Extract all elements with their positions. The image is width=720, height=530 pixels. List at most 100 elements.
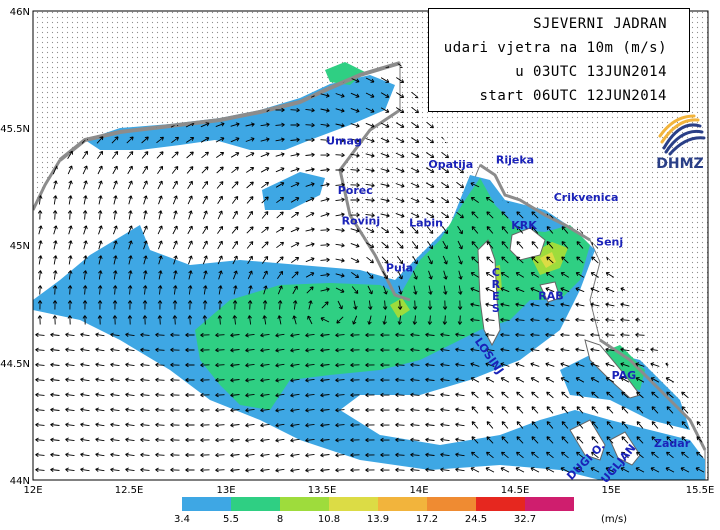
wind-arrow [230,452,240,458]
wind-arrow [82,300,88,310]
wind-arrow [651,421,659,429]
wind-arrow [368,300,373,310]
wind-arrow [35,332,45,338]
wind-arrow [261,241,269,249]
place-label: Porec [338,184,373,197]
wind-arrow [458,270,463,280]
wind-arrow [157,225,163,235]
wind-arrow [666,391,674,399]
wind-arrow [367,315,372,325]
wind-arrow [80,407,90,412]
wind-arrow [590,287,600,293]
wind-arrow [545,302,555,307]
wind-arrow [443,270,448,280]
wind-arrow [53,225,58,235]
wind-arrow [202,255,208,265]
wind-arrow [305,227,315,232]
wind-arrow [158,255,163,265]
wind-arrow [276,241,285,249]
place-label-vertical: S [492,302,500,315]
wind-arrow [335,273,345,278]
wind-arrow [606,436,614,444]
colorbar-segment [476,497,525,511]
wind-arrow [365,227,375,233]
wind-arrow [621,421,629,429]
wind-arrow [216,151,225,158]
wind-arrow [350,167,360,173]
colorbar-level-label: 10.8 [318,514,340,525]
wind-arrow [380,392,390,398]
wind-arrow [426,226,434,234]
wind-arrow [275,453,285,458]
wind-arrow [140,332,150,338]
colorbar-segment [378,497,427,511]
wind-arrow [395,407,405,413]
lon-tick-label: 14E [409,485,428,496]
wind-arrow [636,436,644,444]
wind-arrow [546,436,554,444]
wind-arrow [80,332,90,337]
wind-arrow [37,300,43,310]
wind-arrow [50,332,60,338]
wind-arrow [501,256,509,264]
wind-arrow [381,227,390,233]
wind-arrow [110,332,120,338]
wind-arrow [188,210,193,220]
wind-arrow [140,422,150,428]
wind-arrow [516,421,524,429]
wind-arrow [110,422,120,428]
wind-arrow [320,467,330,473]
wind-arrow [320,152,330,158]
wind-arrow [398,285,403,295]
wind-arrow [455,392,465,397]
wind-arrow [486,391,494,399]
wind-arrow [546,421,554,429]
wind-arrow [172,240,178,250]
wind-arrow [381,256,389,264]
wind-arrow [575,272,585,278]
wind-arrow [140,407,150,413]
wind-arrow [142,165,148,175]
wind-arrow [516,211,524,219]
wind-arrow [232,240,238,249]
wind-arrow [457,240,463,250]
wind-arrow [380,347,390,353]
wind-arrow [95,362,105,367]
wind-arrow [67,165,73,175]
wind-arrow [170,392,180,398]
wind-arrow [290,408,300,413]
wind-arrow [380,437,390,443]
wind-arrow [140,452,150,458]
wind-arrow [365,242,375,248]
wind-arrow [155,362,165,368]
wind-arrow [155,422,165,428]
wind-arrow [335,197,345,203]
wind-arrow [620,317,630,323]
wind-arrow [83,180,88,190]
wind-arrow [247,210,253,219]
wind-arrow [173,210,178,220]
wind-arrow [591,391,599,399]
wind-arrow [246,196,254,204]
wind-arrow [215,137,225,143]
wind-arrow [203,270,208,280]
lon-tick-label: 13E [216,485,235,496]
wind-arrow [396,226,404,234]
place-label: Crikvenica [554,191,619,204]
wind-arrow [590,377,600,383]
wind-arrow [471,436,479,444]
wind-arrow [157,180,163,190]
wind-arrow [425,407,435,413]
wind-arrow [666,436,674,444]
wind-arrow [681,406,689,414]
wind-arrow [380,362,390,368]
wind-arrow [531,421,539,429]
wind-arrow [143,255,148,265]
colorbar-level-label: 24.5 [465,514,487,525]
wind-arrow [215,122,225,128]
lat-tick-label: 44.5N [0,359,30,370]
wind-arrow [230,347,240,353]
wind-arrow [50,362,60,368]
wind-arrow [337,300,343,310]
wind-arrow [350,197,360,203]
